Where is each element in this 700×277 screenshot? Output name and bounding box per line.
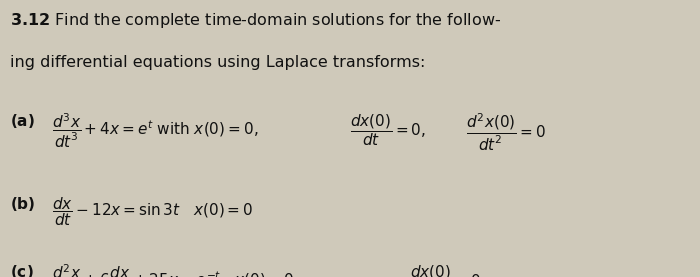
Text: $\dfrac{dx(0)}{dt} = 0,$: $\dfrac{dx(0)}{dt} = 0,$ bbox=[350, 112, 426, 148]
Text: $\mathbf{3.12}$ Find the complete time-domain solutions for the follow-: $\mathbf{3.12}$ Find the complete time-d… bbox=[10, 11, 502, 30]
Text: $\mathbf{(a)}$: $\mathbf{(a)}$ bbox=[10, 112, 36, 130]
Text: $\dfrac{dx}{dt} - 12x = \sin 3t \quad x(0) = 0$: $\dfrac{dx}{dt} - 12x = \sin 3t \quad x(… bbox=[52, 195, 254, 228]
Text: $\dfrac{d^2x(0)}{dt^2} = 0$: $\dfrac{d^2x(0)}{dt^2} = 0$ bbox=[466, 112, 545, 153]
Text: $\mathbf{(c)}$: $\mathbf{(c)}$ bbox=[10, 263, 34, 277]
Text: $\dfrac{d^2x}{dt^2} + 6\dfrac{dx}{dt} + 25x = e^{-t}\quad x(0) = 0,$: $\dfrac{d^2x}{dt^2} + 6\dfrac{dx}{dt} + … bbox=[52, 263, 300, 277]
Text: $\mathbf{(b)}$: $\mathbf{(b)}$ bbox=[10, 195, 36, 213]
Text: $\dfrac{d^3x}{dt^3} + 4x = e^t$ with $x(0) = 0,$: $\dfrac{d^3x}{dt^3} + 4x = e^t$ with $x(… bbox=[52, 112, 259, 150]
Text: ing differential equations using Laplace transforms:: ing differential equations using Laplace… bbox=[10, 55, 426, 70]
Text: $\dfrac{dx(0)}{dt} = 0$: $\dfrac{dx(0)}{dt} = 0$ bbox=[410, 263, 481, 277]
